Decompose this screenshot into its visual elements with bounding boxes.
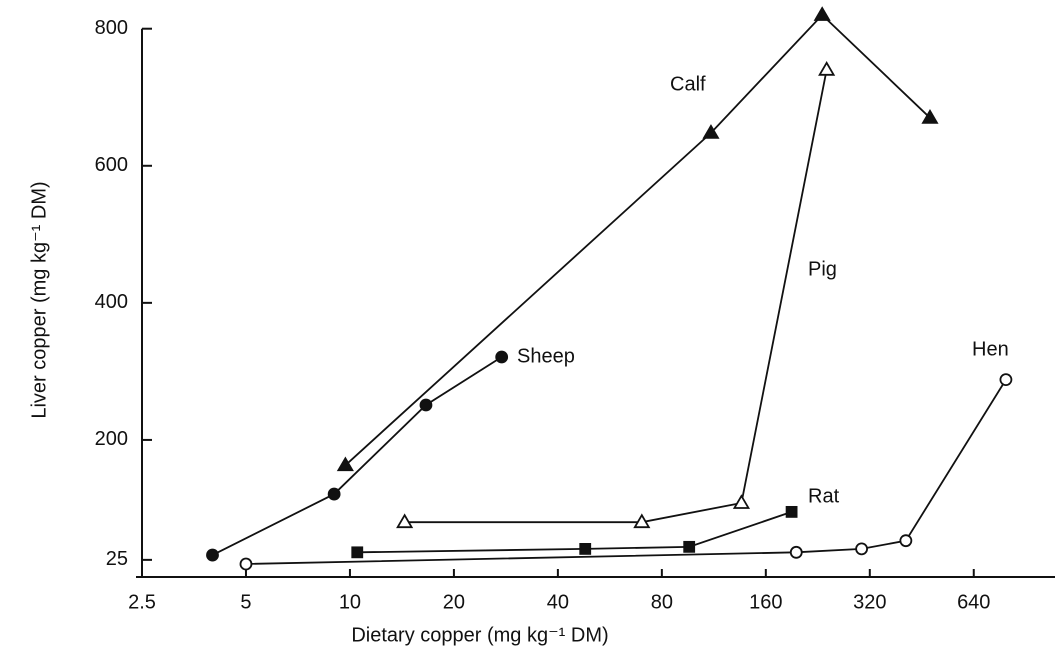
marker [999,373,1013,387]
y-axis-label: Liver copper (mg kg⁻¹ DM) [28,181,50,418]
series-line [212,356,503,556]
marker [351,546,364,559]
marker [785,505,798,518]
y-tick-label: 25 [106,548,128,570]
marker [855,542,869,556]
marker [206,548,219,562]
marker [633,513,651,529]
series-line [245,379,1007,565]
x-tick-label: 20 [443,591,465,613]
x-axis-label: Dietary copper (mg kg⁻¹ DM) [351,624,608,646]
marker [683,540,696,553]
marker [789,545,803,559]
marker [419,398,433,412]
series-label: Pig [808,258,837,280]
marker [579,543,592,555]
marker [899,534,913,548]
x-tick-label: 2.5 [128,591,156,613]
marker [732,494,751,509]
marker [327,487,341,501]
y-tick-label: 800 [95,17,128,39]
marker [702,124,720,139]
marker [921,109,939,124]
series-label: Sheep [517,345,575,367]
marker [495,350,509,364]
series-label: Rat [808,485,840,507]
series-label: Calf [670,73,706,95]
series-line [357,511,792,554]
series-label: Hen [972,338,1009,360]
x-tick-label: 5 [240,591,251,613]
marker [818,61,836,76]
x-tick-label: 160 [749,591,782,613]
x-tick-label: 640 [957,591,990,613]
y-tick-label: 600 [95,154,128,176]
marker [396,513,414,529]
marker [239,557,253,571]
marker [336,456,354,472]
x-tick-label: 80 [651,591,673,613]
x-tick-label: 320 [853,591,886,613]
series-line [344,13,931,466]
y-tick-label: 200 [95,428,128,450]
series-line [404,69,828,524]
x-tick-label: 40 [547,591,569,613]
x-tick-label: 10 [339,591,361,613]
y-tick-label: 400 [95,291,128,313]
marker [813,6,831,21]
